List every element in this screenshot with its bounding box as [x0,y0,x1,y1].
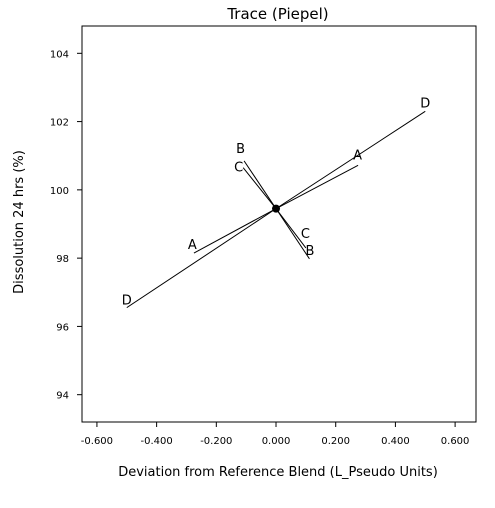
y-axis-title: Dissolution 24 hrs (%) [12,150,27,294]
x-tick-label: -0.600 [81,436,113,447]
x-tick-label: 0.400 [381,436,410,447]
trace-label-a: A [188,238,197,253]
trace-label-d: D [420,96,430,111]
y-tick-label: 98 [56,254,69,265]
trace-label-a: A [353,148,362,163]
y-tick-label: 104 [50,49,69,60]
y-tick-label: 102 [50,118,69,129]
plot-area [81,25,477,423]
x-axis-title: Deviation from Reference Blend (L_Pseudo… [118,465,438,480]
trace-label-c: C [234,161,243,176]
trace-label-c: C [301,227,310,242]
x-tick-label: 0.200 [321,436,350,447]
x-axis: -0.600 -0.400 -0.200 0.000 0.200 0.400 0.600 [81,422,470,447]
reference-blend-point [272,204,281,213]
x-tick-label: -0.200 [200,436,232,447]
x-tick-label: -0.400 [140,436,172,447]
y-tick-label: 94 [56,391,69,402]
chart-title: Trace (Piepel) [226,5,328,23]
y-axis: 94 96 98 100 102 104 [50,49,82,402]
x-tick-label: 0.600 [441,436,470,447]
x-tick-label: 0.000 [262,436,291,447]
y-tick-label: 100 [50,186,69,197]
trace-label-d: D [122,294,132,309]
trace-label-b: B [236,142,245,157]
trace-label-b: B [305,244,314,259]
y-tick-label: 96 [56,322,69,333]
